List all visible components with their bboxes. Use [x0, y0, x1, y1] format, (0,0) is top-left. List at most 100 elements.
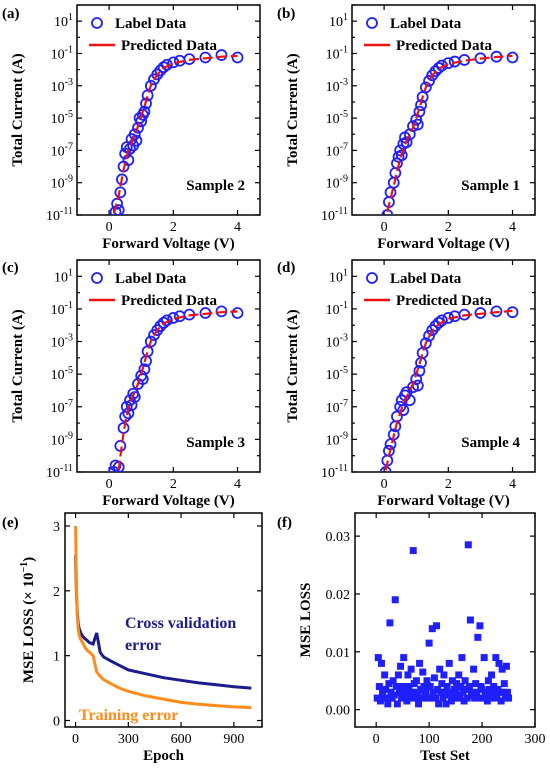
- predicted-curve: [384, 309, 513, 471]
- test-loss-point: [452, 688, 460, 696]
- x-axis-label: Epoch: [143, 748, 185, 764]
- y-label-sup: −1: [19, 562, 30, 573]
- panel-label: (b): [277, 6, 295, 22]
- test-loss-point: [423, 677, 431, 685]
- predicted-curve: [117, 310, 238, 471]
- y-tick-label: 101: [329, 267, 348, 285]
- tick-exponent: -1: [340, 300, 348, 311]
- y-label-main: Total Current (A): [285, 309, 301, 422]
- plot-area: [379, 305, 519, 472]
- test-loss-point: [443, 683, 451, 691]
- tick-base: 10: [329, 15, 343, 30]
- test-loss-point: [411, 694, 419, 702]
- y-tick-label: 10-11: [321, 206, 348, 224]
- test-loss-point: [465, 683, 473, 691]
- test-loss-point: [393, 700, 401, 708]
- test-loss-point: [455, 671, 463, 679]
- test-loss-point: [433, 622, 441, 630]
- x-tick-label: 0: [373, 732, 380, 747]
- y-tick-label: 10-5: [51, 365, 73, 383]
- tick-base: 10: [326, 368, 340, 383]
- tick-exponent: -9: [340, 174, 348, 185]
- plot-area: [373, 541, 513, 708]
- legend-circle-marker: [366, 272, 378, 284]
- y-tick-label: 10-11: [46, 463, 73, 481]
- x-tick-label: 0: [106, 220, 113, 235]
- tick-base: 10: [51, 47, 65, 62]
- test-loss-point: [437, 688, 445, 696]
- label-data-point: [157, 61, 170, 74]
- label-data-point: [411, 118, 424, 131]
- loss-curve: [74, 525, 252, 709]
- y-tick-label: 0.00: [326, 704, 351, 719]
- x-tick-label: 4: [234, 220, 241, 235]
- y-tick-label: 10-3: [51, 77, 73, 95]
- x-tick-label: 4: [509, 477, 516, 492]
- y-tick-label: 10-7: [51, 141, 73, 159]
- tick-base: 10: [326, 303, 340, 318]
- tick-base: 10: [326, 144, 340, 159]
- y-label-main: MSE LOSS (× 10: [21, 573, 37, 684]
- tick-exponent: -7: [340, 398, 348, 409]
- test-loss-point: [426, 683, 434, 691]
- tick-base: 10: [326, 433, 340, 448]
- test-loss-point: [406, 694, 414, 702]
- test-loss-point: [498, 665, 506, 673]
- test-loss-point: [461, 677, 469, 685]
- test-loss-point: [442, 700, 450, 708]
- y-tick-label: 10-3: [51, 333, 73, 351]
- tick-exponent: -5: [65, 109, 73, 120]
- label-data-point: [432, 62, 445, 74]
- test-loss-point: [484, 677, 492, 685]
- label-data-point: [144, 335, 157, 348]
- tick-exponent: -1: [340, 44, 348, 55]
- panel-d: (d)0 2 410-1110-910-710-510-310-1101Forwar…: [277, 259, 536, 509]
- tick-exponent: -11: [335, 206, 348, 217]
- y-tick-label: 0: [53, 715, 60, 730]
- x-tick-label: 2: [445, 477, 452, 492]
- label-data-point: [215, 49, 228, 61]
- x-tick-label: 300: [525, 732, 546, 747]
- x-tick-label: 2: [170, 477, 177, 492]
- x-tick-label: 2: [445, 220, 452, 235]
- tick-base: 10: [326, 336, 340, 351]
- test-loss-point: [476, 622, 484, 630]
- y-tick-label: 10-5: [51, 109, 73, 127]
- y-tick-label: 10-9: [51, 174, 73, 192]
- label-data-point: [413, 105, 426, 118]
- tick-exponent: 1: [343, 267, 348, 278]
- y-axis-label: Total Current (A): [10, 309, 26, 422]
- sample-annotation: Sample 2: [186, 178, 245, 194]
- test-loss-point: [385, 680, 393, 688]
- tick-exponent: -9: [65, 430, 73, 441]
- panel-e: (e) 0 300 600 900 0 1 2 3 Epoch MSE LOSS (× 10−1) C…: [2, 512, 263, 764]
- tick-exponent: 1: [343, 12, 348, 23]
- panel-c: (c)0 2 410-1110-910-710-510-310-1101Forwar…: [2, 259, 261, 509]
- tick-exponent: -7: [65, 398, 73, 409]
- label-data-point: [128, 128, 141, 141]
- test-loss-point: [392, 683, 400, 691]
- test-loss-point: [440, 671, 448, 679]
- test-loss-point: [499, 688, 507, 696]
- test-loss-point: [405, 683, 413, 691]
- tick-base: 10: [54, 270, 68, 285]
- test-loss-point: [409, 547, 417, 555]
- test-loss-point: [475, 694, 483, 702]
- test-loss-point: [493, 694, 501, 702]
- sample-annotation: Sample 1: [461, 178, 520, 194]
- y-label-main: Total Current (A): [10, 309, 26, 422]
- test-loss-point: [435, 700, 443, 708]
- tick-exponent: -3: [340, 333, 348, 344]
- panel-b: (b)0 2 410-1110-910-710-510-310-1101Forwar…: [277, 4, 536, 252]
- label-data-point: [423, 75, 435, 87]
- tick-base: 10: [51, 401, 65, 416]
- tick-base: 10: [326, 80, 340, 95]
- y-axis-label: Total Current (A): [285, 309, 301, 422]
- legend-circle-marker: [91, 272, 103, 284]
- test-loss-point: [487, 694, 495, 702]
- test-loss-point: [397, 662, 405, 670]
- label-data-point: [160, 58, 173, 71]
- tick-exponent: -3: [65, 77, 73, 88]
- sample-annotation: Sample 4: [461, 435, 520, 451]
